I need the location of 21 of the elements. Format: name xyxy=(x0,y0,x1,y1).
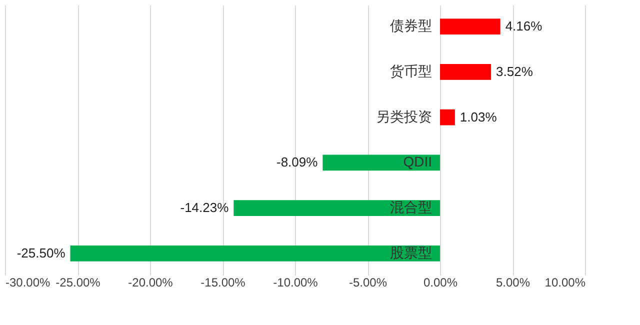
data-label: 4.16% xyxy=(505,18,543,34)
data-label: 3.52% xyxy=(496,64,534,79)
data-label: 1.03% xyxy=(460,109,498,124)
x-tick-label: -5.00% xyxy=(348,276,388,290)
data-label: -25.50% xyxy=(16,245,66,260)
y-tick-label: 混合型 xyxy=(390,199,432,216)
data-label: -14.23% xyxy=(180,200,230,216)
x-tick-label: -20.00% xyxy=(128,276,174,290)
x-tick-label: -15.00% xyxy=(200,276,246,290)
x-tick-label: 0.00% xyxy=(423,276,458,290)
data-label: -8.09% xyxy=(276,154,318,170)
y-tick-label: 货币型 xyxy=(390,62,432,79)
y-tick-label: 债券型 xyxy=(390,18,432,34)
x-tick-label: 10.00% xyxy=(544,276,586,290)
y-tick-label: 股票型 xyxy=(390,244,432,260)
y-tick-label: 另类投资 xyxy=(376,108,432,124)
x-tick-label: -25.00% xyxy=(56,276,101,290)
x-tick-label: -30.00% xyxy=(6,276,51,290)
x-tick-label: 5.00% xyxy=(496,276,530,290)
y-tick-label: QDII xyxy=(403,154,432,170)
x-tick-label: -10.00% xyxy=(273,276,318,290)
